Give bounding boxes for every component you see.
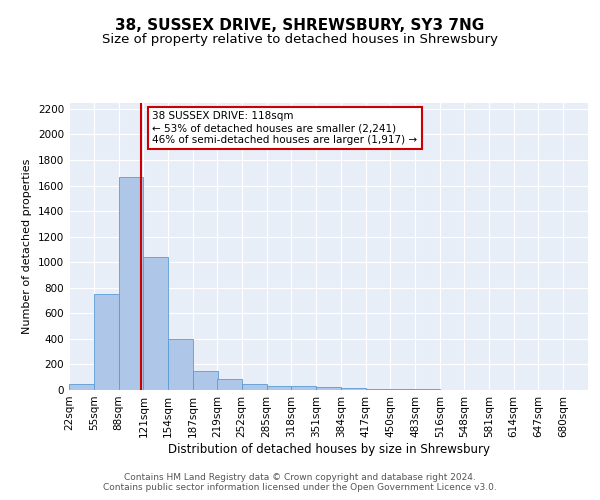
Bar: [365, 388, 391, 390]
Bar: [316, 388, 341, 390]
Bar: [217, 379, 242, 390]
Bar: [143, 257, 168, 390]
Text: Contains HM Land Registry data © Crown copyright and database right 2024.
Contai: Contains HM Land Registry data © Crown c…: [103, 473, 497, 492]
X-axis label: Distribution of detached houses by size in Shrewsbury: Distribution of detached houses by size …: [167, 442, 490, 456]
Y-axis label: Number of detached properties: Number of detached properties: [22, 158, 32, 334]
Bar: [292, 386, 316, 390]
Bar: [119, 176, 143, 390]
Bar: [242, 384, 266, 390]
Bar: [193, 371, 218, 390]
Bar: [69, 384, 94, 390]
Bar: [94, 294, 119, 390]
Text: Size of property relative to detached houses in Shrewsbury: Size of property relative to detached ho…: [102, 32, 498, 46]
Bar: [341, 388, 365, 390]
Bar: [266, 386, 292, 390]
Text: 38 SUSSEX DRIVE: 118sqm
← 53% of detached houses are smaller (2,241)
46% of semi: 38 SUSSEX DRIVE: 118sqm ← 53% of detache…: [152, 112, 418, 144]
Bar: [168, 339, 193, 390]
Text: 38, SUSSEX DRIVE, SHREWSBURY, SY3 7NG: 38, SUSSEX DRIVE, SHREWSBURY, SY3 7NG: [115, 18, 485, 32]
